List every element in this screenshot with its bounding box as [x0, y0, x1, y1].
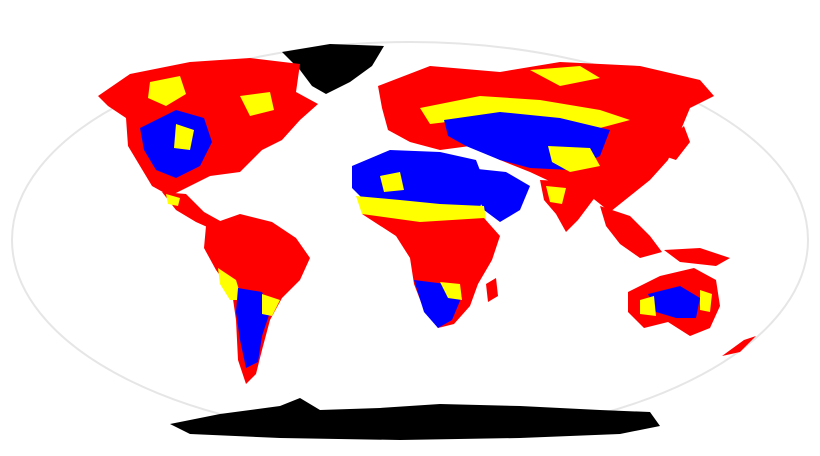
tibet-dry [548, 146, 600, 172]
north-america-dry [148, 76, 186, 106]
south-america-arid [236, 288, 270, 368]
australia-dry [640, 296, 656, 316]
australia-arid [648, 286, 700, 318]
south-america-dry [218, 268, 242, 300]
greenland [282, 44, 384, 94]
india-dry [546, 186, 566, 204]
sahara-dry [380, 172, 404, 192]
new-zealand [722, 336, 756, 356]
sahara [352, 150, 486, 214]
siberia-dry [530, 66, 600, 86]
southeast-asia [600, 206, 662, 258]
north-america-dry [174, 124, 194, 150]
north-america-dry [240, 92, 274, 116]
indonesia [664, 248, 730, 266]
madagascar [486, 278, 498, 302]
africa-dry [440, 282, 462, 300]
japan [664, 126, 690, 160]
south-america-dry [262, 294, 280, 316]
sahel [356, 196, 486, 222]
eurasia-steppe [420, 96, 630, 128]
australia-dry [700, 290, 712, 312]
central-america-dry [166, 194, 180, 206]
africa-tropical [362, 214, 500, 328]
antarctica [170, 398, 660, 440]
